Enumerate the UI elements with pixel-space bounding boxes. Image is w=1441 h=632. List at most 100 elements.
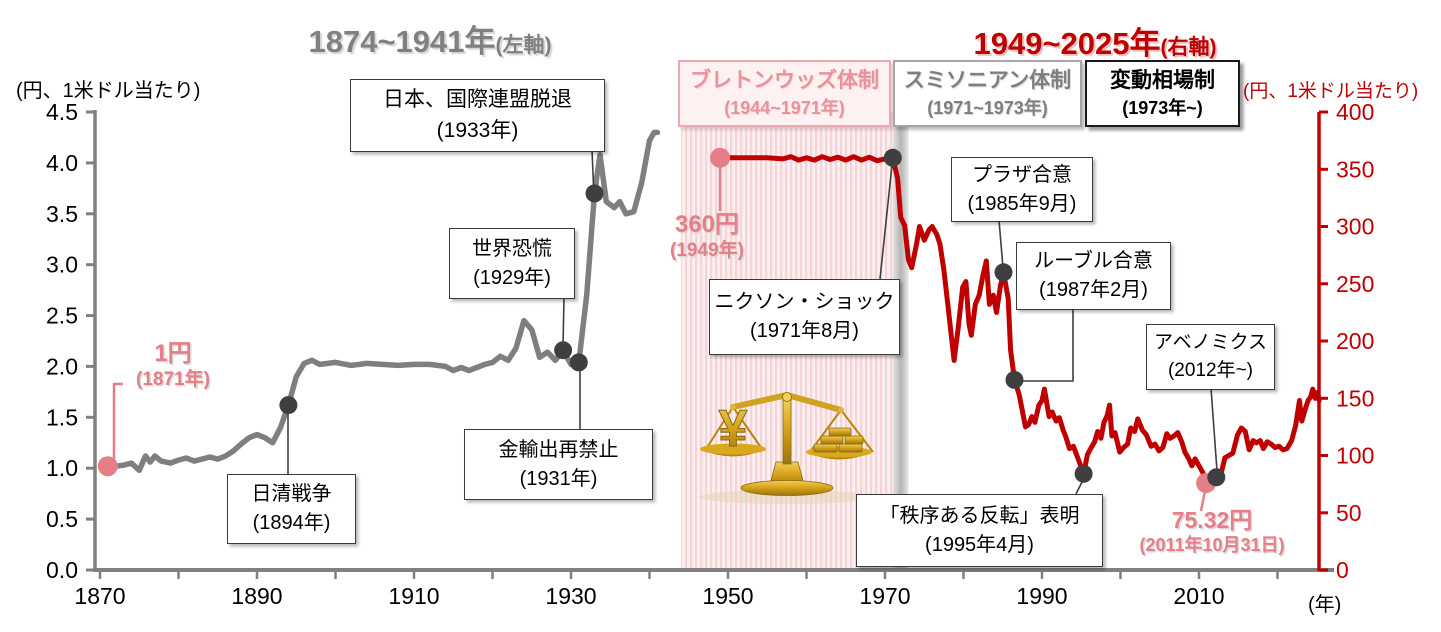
event-date: (1929年) bbox=[473, 266, 551, 289]
data-point-marker bbox=[710, 147, 731, 168]
data-point-marker bbox=[1207, 468, 1226, 487]
data-point-marker bbox=[585, 184, 604, 203]
y-right-tick-label: 150 bbox=[1336, 385, 1374, 411]
y-left-tick-label: 4.0 bbox=[46, 150, 78, 176]
period-box-floating-rate-years: (1973年~) bbox=[1122, 97, 1203, 118]
x-axis-tick-label: 1970 bbox=[859, 583, 910, 609]
y-right-tick-label: 50 bbox=[1336, 500, 1362, 526]
x-axis-tick-label: 1890 bbox=[231, 583, 282, 609]
point-label-date: (1871年) bbox=[136, 368, 210, 390]
left-axis-unit-label: (円、1米ドル当たり) bbox=[16, 80, 201, 102]
data-point-marker bbox=[883, 148, 902, 167]
period-box-bretton-woods-years: (1944~1971年) bbox=[724, 97, 845, 118]
event-date: (1894年) bbox=[252, 512, 331, 534]
left-series-title-axis-note: (左軸) bbox=[495, 34, 552, 57]
x-axis-tick-label: 1930 bbox=[545, 583, 596, 609]
y-right-tick-label: 0 bbox=[1336, 557, 1349, 583]
period-box-smithsonian-name: スミソニアン体制 bbox=[903, 69, 1072, 93]
x-axis-tick-label: 1910 bbox=[388, 583, 439, 609]
right-series-title-axis-note: (右軸) bbox=[1160, 36, 1217, 59]
series-line-right bbox=[717, 154, 1322, 486]
data-point-marker bbox=[97, 456, 118, 477]
y-left-tick-label: 3.0 bbox=[46, 252, 78, 278]
period-box-bretton-woods: ブレトンウッズ体制 (1944~1971年) bbox=[678, 60, 891, 127]
balance-scale-icon: ¥ bbox=[699, 391, 875, 504]
point-label-date: (1949年) bbox=[670, 239, 744, 261]
event-date: (1971年8月) bbox=[750, 320, 859, 342]
annotation-connector bbox=[998, 219, 1004, 269]
period-box-smithsonian: スミソニアン体制 (1971~1973年) bbox=[893, 60, 1082, 127]
period-box-floating-rate: 変動相場制 (1973年~) bbox=[1085, 60, 1240, 127]
right-axis-unit-label: (円、1米ドル当たり) bbox=[1243, 81, 1419, 102]
point-label-value: 75.32円 bbox=[1171, 507, 1253, 533]
event-box-sino-japanese-war: 日清戦争 (1894年) bbox=[227, 474, 356, 544]
y-left-tick-label: 4.5 bbox=[46, 99, 78, 125]
event-box-great-depression: 世界恐慌 (1929年) bbox=[449, 228, 575, 299]
annotation-connector bbox=[112, 382, 123, 459]
event-box-louvre-accord: ルーブル合意 (1987年2月) bbox=[1016, 242, 1171, 310]
y-left-tick-label: 0.5 bbox=[46, 506, 78, 532]
series-line-left bbox=[105, 129, 661, 474]
y-right-tick-label: 250 bbox=[1336, 271, 1374, 297]
x-axis-tick-label: 1990 bbox=[1016, 583, 1067, 609]
y-left-tick-label: 2.0 bbox=[46, 353, 78, 379]
data-point-marker bbox=[569, 353, 588, 372]
event-name: 日清戦争 bbox=[251, 483, 332, 505]
data-point-marker bbox=[994, 263, 1013, 282]
event-name: プラザ合意 bbox=[972, 163, 1072, 186]
annotation-connector bbox=[562, 296, 565, 348]
right-series-title-years: 1949~2025年 bbox=[973, 26, 1161, 61]
point-label-360-yen-1949: 360円 (1949年) bbox=[646, 211, 768, 263]
y-right-tick-label: 300 bbox=[1336, 214, 1374, 240]
point-label-date: (2011年10月31日) bbox=[1139, 534, 1285, 555]
event-date: (2012年~) bbox=[1167, 360, 1254, 381]
x-axis-tick-label: 1950 bbox=[702, 583, 753, 609]
event-name: ニクソン・ショック bbox=[714, 291, 895, 313]
event-box-abenomics: アベノミクス (2012年~) bbox=[1146, 324, 1275, 390]
point-label-value: 1円 bbox=[154, 340, 192, 367]
point-label-75-32-yen-2011: 75.32円 (2011年10月31日) bbox=[1108, 507, 1316, 556]
yen-symbol-icon: ¥ bbox=[719, 400, 748, 458]
y-left-tick-label: 2.5 bbox=[46, 303, 78, 329]
annotation-connector bbox=[1210, 387, 1218, 472]
event-box-plaza-accord: プラザ合意 (1985年9月) bbox=[951, 157, 1093, 222]
left-series-title-years: 1874~1941年 bbox=[308, 24, 496, 59]
left-series-title: 1874~1941年(左軸) bbox=[235, 16, 625, 61]
y-left-tick-label: 3.5 bbox=[46, 201, 78, 227]
x-axis-tick-label: 2010 bbox=[1173, 583, 1224, 609]
annotation-connector bbox=[1023, 308, 1074, 382]
event-name: 世界恐慌 bbox=[472, 237, 552, 260]
event-name: ルーブル合意 bbox=[1034, 250, 1153, 272]
y-right-tick-label: 400 bbox=[1336, 99, 1374, 125]
event-name: 「秩序ある反転」表明 bbox=[879, 504, 1080, 527]
data-point-marker bbox=[1074, 464, 1093, 483]
event-date: (1995年4月) bbox=[925, 533, 1034, 556]
x-axis-unit-label: (年) bbox=[1308, 594, 1342, 616]
period-box-bretton-woods-name: ブレトンウッズ体制 bbox=[690, 69, 879, 93]
event-box-gold-export-reban: 金輸出再禁止 (1931年) bbox=[464, 429, 653, 500]
point-label-value: 360円 bbox=[674, 211, 740, 238]
event-box-orderly-reversal: 「秩序ある反転」表明 (1995年4月) bbox=[856, 494, 1103, 567]
event-name: 日本、国際連盟脱退 bbox=[383, 88, 572, 112]
data-point-marker bbox=[554, 341, 573, 360]
period-box-smithsonian-years: (1971~1973年) bbox=[927, 97, 1048, 118]
point-label-1-yen-1871: 1円 (1871年) bbox=[108, 340, 238, 392]
y-right-tick-label: 350 bbox=[1336, 156, 1374, 182]
y-left-tick-label: 0.0 bbox=[46, 557, 78, 583]
annotation-connector bbox=[879, 164, 893, 280]
event-name: 金輸出再禁止 bbox=[498, 438, 619, 461]
data-point-marker bbox=[279, 396, 298, 415]
event-box-league-of-nations-withdrawal: 日本、国際連盟脱退 (1933年) bbox=[350, 79, 605, 152]
right-series-title: 1949~2025年(右軸) bbox=[915, 18, 1275, 63]
event-date: (1931年) bbox=[519, 467, 598, 490]
period-box-floating-rate-name: 変動相場制 bbox=[1110, 69, 1215, 93]
y-right-tick-label: 200 bbox=[1336, 328, 1374, 354]
event-date: (1987年2月) bbox=[1039, 279, 1148, 301]
gold-bars-icon bbox=[813, 427, 864, 453]
y-right-tick-label: 100 bbox=[1336, 443, 1374, 469]
event-date: (1985年9月) bbox=[967, 192, 1077, 215]
annotation-connector bbox=[1199, 490, 1207, 512]
x-axis-tick-label: 1870 bbox=[74, 583, 125, 609]
event-date: (1933年) bbox=[436, 118, 519, 142]
